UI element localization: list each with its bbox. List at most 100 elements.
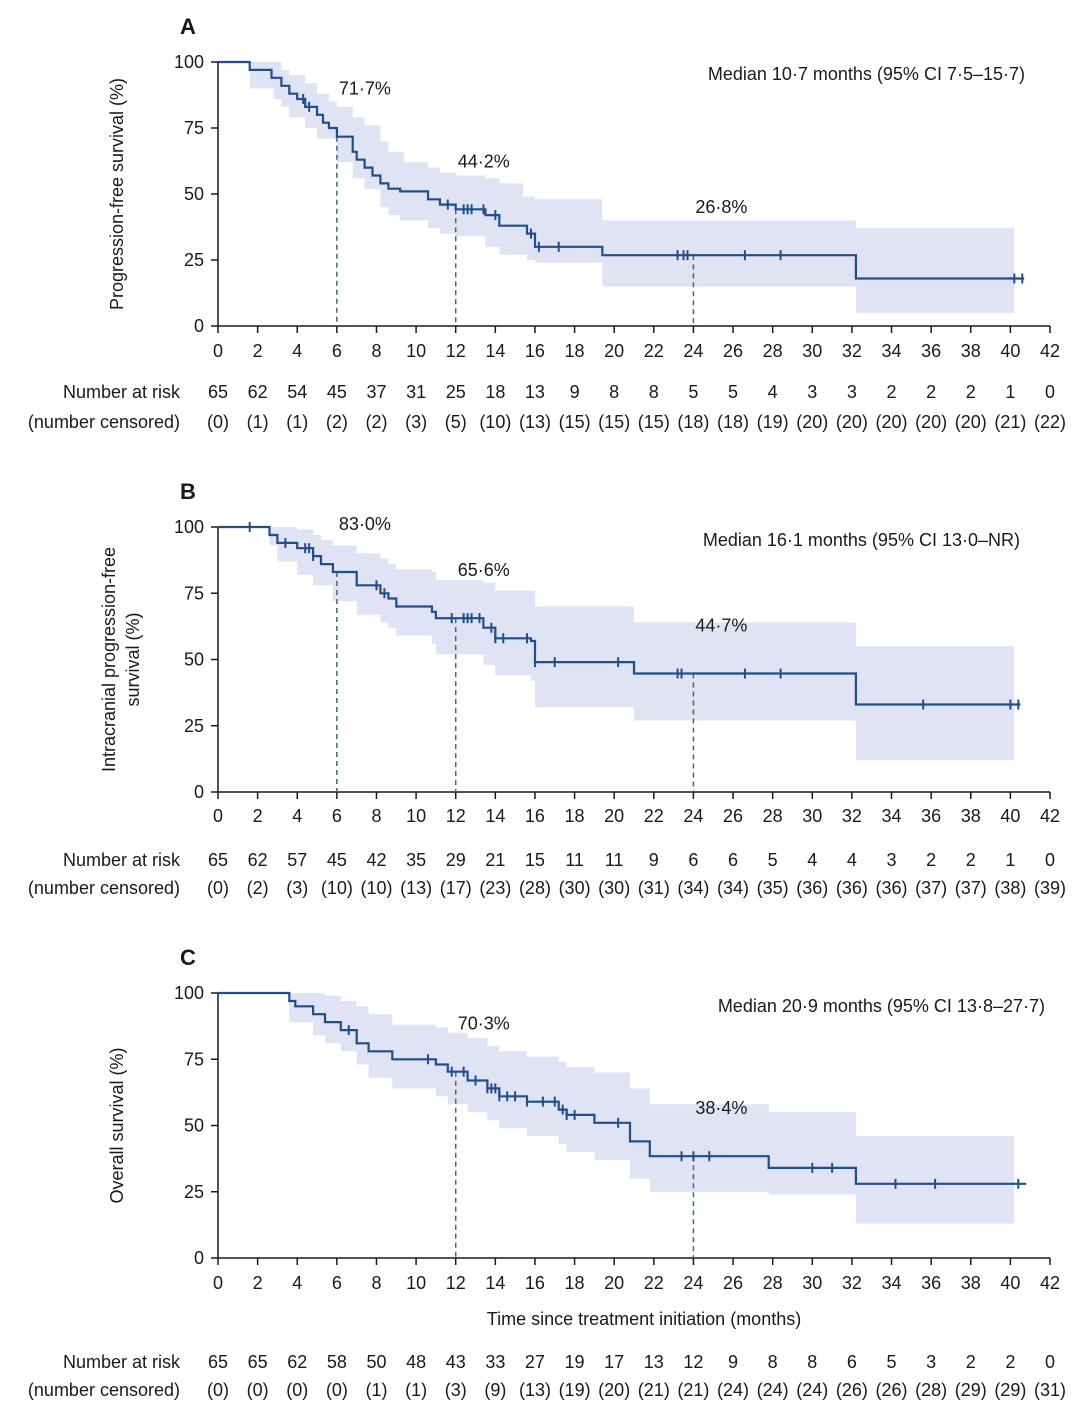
- x-tick-label: 10: [406, 806, 426, 826]
- censored-count: (1): [365, 1380, 387, 1400]
- x-tick-label: 28: [763, 1273, 783, 1293]
- censored-count: (15): [559, 412, 591, 432]
- risk-label-at-risk: Number at risk: [63, 382, 181, 402]
- censored-count: (15): [638, 412, 670, 432]
- risk-count: 2: [966, 382, 976, 402]
- censored-count: (36): [796, 878, 828, 898]
- risk-count: 6: [847, 1352, 857, 1372]
- censored-count: (1): [286, 412, 308, 432]
- x-tick-label: 4: [292, 1273, 302, 1293]
- censored-count: (17): [440, 878, 472, 898]
- x-tick-label: 32: [842, 1273, 862, 1293]
- x-tick-label: 2: [253, 806, 263, 826]
- panel-letter: B: [180, 479, 196, 504]
- x-tick-label: 34: [882, 1273, 902, 1293]
- censored-count: (19): [559, 1380, 591, 1400]
- median-annotation: Median 16·1 months (95% CI 13·0–NR): [703, 530, 1020, 550]
- landmark-label: 26·8%: [695, 197, 747, 217]
- confidence-band: [218, 62, 1015, 313]
- y-axis-label: Overall survival (%): [107, 1047, 127, 1203]
- x-tick-label: 40: [1000, 1273, 1020, 1293]
- risk-count: 25: [446, 382, 466, 402]
- censored-count: (34): [717, 878, 749, 898]
- risk-count: 5: [728, 382, 738, 402]
- confidence-band: [218, 527, 1015, 761]
- risk-count: 2: [1005, 1352, 1015, 1372]
- x-tick-label: 24: [683, 341, 703, 361]
- risk-label-censored: (number censored): [28, 878, 180, 898]
- risk-count: 2: [887, 382, 897, 402]
- x-tick-label: 10: [406, 341, 426, 361]
- risk-label-censored: (number censored): [28, 412, 180, 432]
- censored-count: (28): [519, 878, 551, 898]
- x-tick-label: 32: [842, 341, 862, 361]
- censored-count: (20): [836, 412, 868, 432]
- censored-count: (37): [955, 878, 987, 898]
- x-tick-label: 18: [565, 341, 585, 361]
- x-tick-label: 22: [644, 1273, 664, 1293]
- risk-count: 1: [1005, 850, 1015, 870]
- censored-count: (20): [955, 412, 987, 432]
- x-tick-label: 22: [644, 341, 664, 361]
- risk-count: 57: [287, 850, 307, 870]
- x-tick-label: 16: [525, 341, 545, 361]
- x-tick-label: 42: [1040, 1273, 1060, 1293]
- y-tick-label: 25: [184, 1182, 204, 1202]
- censored-count: (34): [677, 878, 709, 898]
- censored-count: (24): [757, 1380, 789, 1400]
- x-tick-label: 36: [921, 1273, 941, 1293]
- censored-count: (3): [405, 412, 427, 432]
- censored-count: (2): [326, 412, 348, 432]
- risk-count: 17: [604, 1352, 624, 1372]
- x-tick-label: 36: [921, 341, 941, 361]
- censored-count: (0): [286, 1380, 308, 1400]
- y-tick-label: 25: [184, 250, 204, 270]
- risk-count: 5: [768, 850, 778, 870]
- risk-count: 19: [565, 1352, 585, 1372]
- panel-letter: A: [180, 14, 196, 39]
- x-tick-label: 8: [371, 1273, 381, 1293]
- risk-count: 0: [1045, 1352, 1055, 1372]
- x-tick-label: 18: [565, 1273, 585, 1293]
- censored-count: (18): [677, 412, 709, 432]
- x-tick-label: 6: [332, 1273, 342, 1293]
- landmark-label: 83·0%: [339, 514, 391, 534]
- risk-count: 5: [688, 382, 698, 402]
- censored-count: (26): [876, 1380, 908, 1400]
- x-tick-label: 26: [723, 806, 743, 826]
- landmark-label: 65·6%: [458, 560, 510, 580]
- risk-count: 4: [807, 850, 817, 870]
- risk-count: 9: [728, 1352, 738, 1372]
- risk-count: 58: [327, 1352, 347, 1372]
- censored-count: (3): [445, 1380, 467, 1400]
- x-tick-label: 14: [485, 341, 505, 361]
- risk-count: 29: [446, 850, 466, 870]
- risk-count: 21: [485, 850, 505, 870]
- censored-count: (1): [405, 1380, 427, 1400]
- censored-count: (36): [836, 878, 868, 898]
- x-tick-label: 12: [446, 1273, 466, 1293]
- x-tick-label: 2: [253, 1273, 263, 1293]
- censored-count: (23): [479, 878, 511, 898]
- risk-count: 8: [649, 382, 659, 402]
- risk-count: 3: [847, 382, 857, 402]
- x-tick-label: 30: [802, 1273, 822, 1293]
- risk-count: 0: [1045, 382, 1055, 402]
- risk-count: 2: [926, 850, 936, 870]
- y-tick-label: 50: [184, 1116, 204, 1136]
- censored-count: (31): [638, 878, 670, 898]
- x-tick-label: 2: [253, 341, 263, 361]
- risk-count: 27: [525, 1352, 545, 1372]
- km-curve: [218, 991, 1027, 1185]
- risk-count: 8: [609, 382, 619, 402]
- censored-count: (9): [484, 1380, 506, 1400]
- landmark-label: 70·3%: [458, 1014, 510, 1034]
- x-tick-label: 38: [961, 341, 981, 361]
- y-tick-label: 50: [184, 184, 204, 204]
- x-tick-label: 40: [1000, 806, 1020, 826]
- censored-count: (24): [796, 1380, 828, 1400]
- median-annotation: Median 10·7 months (95% CI 7·5–15·7): [708, 64, 1025, 84]
- x-tick-label: 38: [961, 806, 981, 826]
- risk-count: 1: [1005, 382, 1015, 402]
